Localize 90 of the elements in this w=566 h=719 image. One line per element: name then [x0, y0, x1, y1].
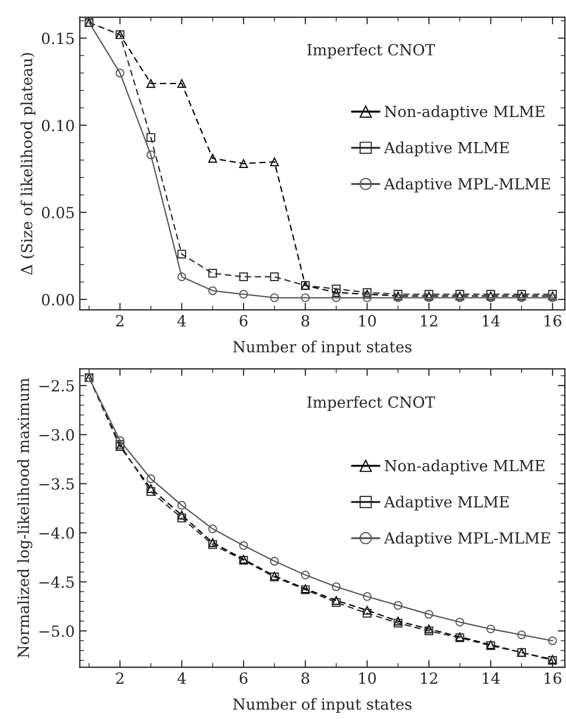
- point: [208, 286, 218, 296]
- x-tick-label: 16: [544, 672, 562, 684]
- point: [332, 582, 341, 592]
- point: [208, 154, 218, 163]
- point: [270, 293, 279, 302]
- y-axis-title: Normalized log-likelihood maximum: [17, 378, 32, 658]
- point: [177, 250, 186, 259]
- point: [146, 150, 156, 160]
- annotation: Imperfect CNOT: [307, 44, 436, 58]
- y-tick-label: −5.0: [39, 625, 74, 637]
- y-tick-label: 0.10: [42, 120, 74, 132]
- point: [270, 556, 279, 566]
- y-tick-label: −4.0: [39, 527, 74, 539]
- y-tick-label: −2.5: [39, 380, 74, 392]
- y-tick-label: 0.00: [42, 294, 74, 306]
- point: [146, 487, 156, 496]
- x-tick-label: 16: [544, 315, 562, 327]
- point: [486, 624, 496, 634]
- point: [177, 79, 186, 88]
- y-tick-label: −4.5: [39, 576, 74, 588]
- x-tick-label: 4: [177, 672, 186, 684]
- point: [362, 293, 372, 302]
- point: [362, 592, 372, 601]
- point: [146, 484, 156, 493]
- y-tick-label: −3.5: [39, 478, 74, 490]
- point: [116, 436, 124, 445]
- point: [362, 608, 372, 618]
- x-tick-label: 10: [359, 672, 376, 684]
- x-tick-label: 8: [302, 315, 310, 327]
- point: [270, 272, 279, 282]
- point: [332, 598, 341, 607]
- point: [332, 288, 341, 297]
- x-tick-label: 6: [240, 315, 248, 327]
- point: [424, 293, 434, 302]
- x-axis-title: Number of input states: [233, 698, 412, 713]
- point: [177, 272, 186, 282]
- point: [208, 540, 218, 549]
- point: [300, 570, 310, 580]
- legend-label: Adaptive MLME: [384, 142, 509, 156]
- point: [424, 610, 434, 619]
- legend-label: Adaptive MLME: [384, 496, 509, 511]
- point: [300, 293, 310, 302]
- x-tick-label: 2: [116, 672, 124, 684]
- x-tick-label: 8: [302, 672, 310, 684]
- x-tick-label: 4: [177, 315, 186, 326]
- point: [394, 293, 402, 302]
- point: [394, 618, 402, 628]
- x-tick-label: 12: [421, 315, 438, 326]
- point: [146, 79, 156, 88]
- x-tick-label: 6: [240, 672, 248, 684]
- point: [270, 157, 279, 166]
- point: [517, 293, 526, 302]
- point: [455, 618, 464, 626]
- y-tick-label: −3.0: [39, 429, 74, 441]
- point: [362, 606, 372, 615]
- point: [177, 510, 186, 520]
- point: [455, 293, 464, 302]
- y-axis-title: Δ (Size of likelihood plateau): [20, 53, 36, 275]
- x-tick-label: 10: [359, 315, 376, 327]
- point: [146, 133, 156, 142]
- annotation: Imperfect CNOT: [307, 396, 436, 411]
- point: [548, 293, 557, 302]
- point: [548, 636, 557, 646]
- point: [208, 268, 218, 278]
- x-tick-label: 14: [482, 672, 500, 684]
- point: [239, 159, 248, 168]
- point: [424, 626, 434, 636]
- y-tick-label: 0.15: [42, 32, 74, 44]
- legend-label: Non-adaptive MLME: [384, 105, 544, 120]
- point: [177, 514, 186, 522]
- point: [486, 293, 496, 302]
- point: [239, 290, 248, 299]
- point: [146, 474, 156, 484]
- y-tick-label: 0.05: [42, 206, 74, 218]
- point: [332, 284, 341, 294]
- legend-label: Non-adaptive MLME: [384, 460, 544, 474]
- x-tick-label: 14: [482, 315, 500, 326]
- point: [239, 272, 248, 282]
- x-tick-label: 2: [116, 315, 124, 326]
- point: [208, 524, 218, 534]
- x-axis-title: Number of input states: [233, 340, 412, 356]
- point: [177, 500, 186, 510]
- legend-label: Adaptive MPL-MLME: [384, 178, 550, 193]
- point: [116, 68, 124, 78]
- legend-label: Adaptive MPL-MLME: [384, 532, 550, 547]
- point: [394, 601, 402, 610]
- x-tick-label: 12: [421, 672, 438, 684]
- point: [332, 293, 341, 302]
- point: [517, 630, 526, 640]
- point: [239, 541, 248, 550]
